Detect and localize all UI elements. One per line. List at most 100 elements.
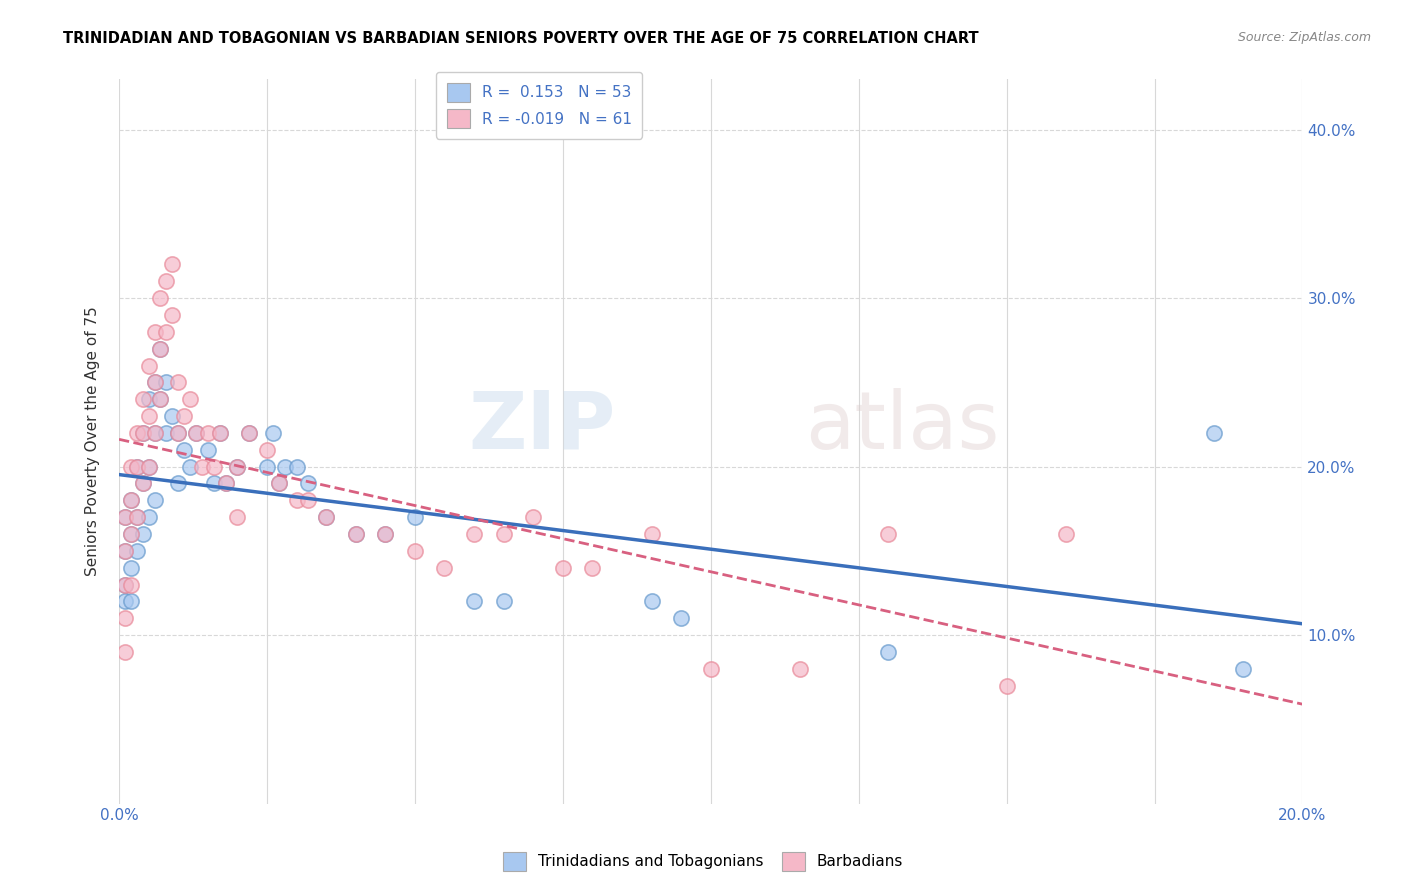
- Point: [1054, 527, 1077, 541]
- Point: [214, 476, 236, 491]
- Point: [267, 476, 290, 491]
- Point: [404, 510, 426, 524]
- Point: [256, 442, 278, 457]
- Point: [214, 476, 236, 491]
- Point: [125, 459, 148, 474]
- Text: Source: ZipAtlas.com: Source: ZipAtlas.com: [1237, 31, 1371, 45]
- Point: [114, 577, 136, 591]
- Point: [315, 510, 337, 524]
- Point: [669, 611, 692, 625]
- Point: [433, 560, 456, 574]
- Point: [1232, 662, 1254, 676]
- Point: [262, 425, 284, 440]
- Point: [167, 425, 190, 440]
- Point: [155, 325, 177, 339]
- Point: [143, 493, 166, 508]
- Point: [114, 544, 136, 558]
- Point: [256, 459, 278, 474]
- Point: [149, 342, 172, 356]
- Point: [143, 425, 166, 440]
- Point: [184, 425, 207, 440]
- Point: [274, 459, 297, 474]
- Point: [167, 376, 190, 390]
- Point: [179, 459, 201, 474]
- Point: [125, 544, 148, 558]
- Point: [132, 392, 155, 407]
- Point: [191, 459, 214, 474]
- Point: [267, 476, 290, 491]
- Point: [143, 376, 166, 390]
- Point: [208, 425, 231, 440]
- Point: [114, 594, 136, 608]
- Point: [114, 544, 136, 558]
- Point: [125, 510, 148, 524]
- Point: [179, 392, 201, 407]
- Point: [120, 560, 142, 574]
- Point: [640, 527, 662, 541]
- Point: [138, 459, 160, 474]
- Point: [374, 527, 396, 541]
- Point: [162, 409, 184, 423]
- Point: [877, 645, 900, 659]
- Legend: R =  0.153   N = 53, R = -0.019   N = 61: R = 0.153 N = 53, R = -0.019 N = 61: [436, 72, 643, 138]
- Point: [226, 459, 249, 474]
- Point: [132, 476, 155, 491]
- Text: atlas: atlas: [806, 388, 1000, 466]
- Point: [132, 476, 155, 491]
- Point: [149, 392, 172, 407]
- Point: [173, 442, 195, 457]
- Point: [125, 459, 148, 474]
- Point: [143, 425, 166, 440]
- Point: [551, 560, 574, 574]
- Point: [138, 409, 160, 423]
- Point: [285, 493, 308, 508]
- Point: [789, 662, 811, 676]
- Text: TRINIDADIAN AND TOBAGONIAN VS BARBADIAN SENIORS POVERTY OVER THE AGE OF 75 CORRE: TRINIDADIAN AND TOBAGONIAN VS BARBADIAN …: [63, 31, 979, 46]
- Point: [138, 459, 160, 474]
- Point: [315, 510, 337, 524]
- Point: [463, 594, 485, 608]
- Point: [877, 527, 900, 541]
- Point: [238, 425, 260, 440]
- Point: [120, 527, 142, 541]
- Point: [285, 459, 308, 474]
- Point: [202, 476, 225, 491]
- Point: [132, 425, 155, 440]
- Point: [208, 425, 231, 440]
- Point: [700, 662, 723, 676]
- Point: [114, 510, 136, 524]
- Point: [238, 425, 260, 440]
- Point: [197, 442, 219, 457]
- Point: [173, 409, 195, 423]
- Point: [143, 325, 166, 339]
- Point: [463, 527, 485, 541]
- Point: [226, 510, 249, 524]
- Y-axis label: Seniors Poverty Over the Age of 75: Seniors Poverty Over the Age of 75: [86, 307, 100, 576]
- Point: [132, 425, 155, 440]
- Point: [155, 425, 177, 440]
- Point: [120, 594, 142, 608]
- Point: [114, 510, 136, 524]
- Point: [114, 611, 136, 625]
- Point: [167, 476, 190, 491]
- Point: [162, 308, 184, 322]
- Point: [492, 527, 515, 541]
- Point: [202, 459, 225, 474]
- Point: [155, 274, 177, 288]
- Point: [297, 493, 319, 508]
- Point: [374, 527, 396, 541]
- Point: [120, 493, 142, 508]
- Point: [114, 577, 136, 591]
- Point: [125, 425, 148, 440]
- Point: [167, 425, 190, 440]
- Point: [344, 527, 367, 541]
- Point: [522, 510, 544, 524]
- Point: [344, 527, 367, 541]
- Point: [149, 342, 172, 356]
- Point: [125, 510, 148, 524]
- Point: [138, 359, 160, 373]
- Point: [138, 510, 160, 524]
- Point: [1202, 425, 1225, 440]
- Point: [492, 594, 515, 608]
- Point: [132, 527, 155, 541]
